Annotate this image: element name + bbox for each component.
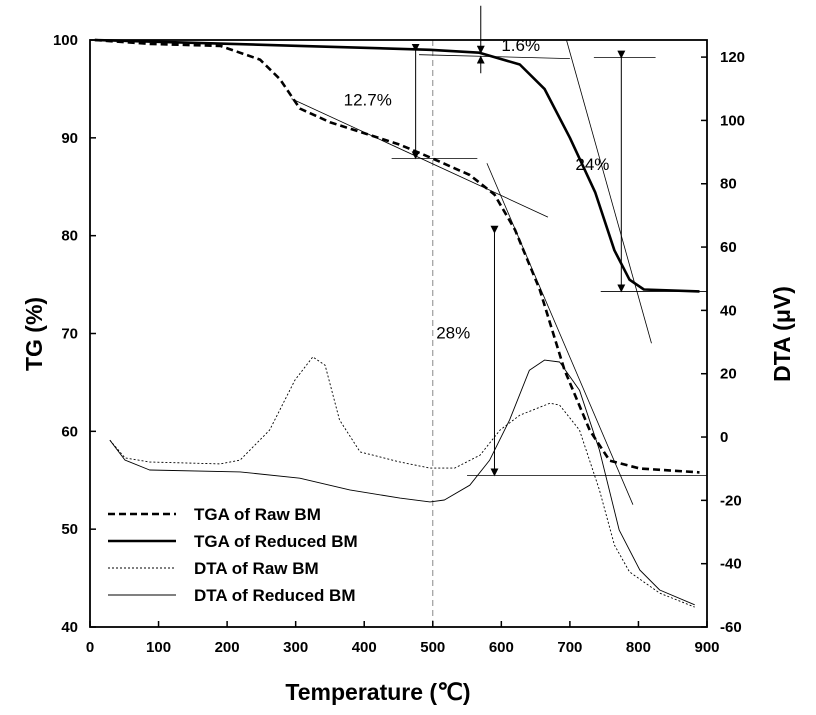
- legend-label: TGA of Reduced BM: [194, 532, 358, 551]
- x-tick-label: 200: [215, 639, 240, 656]
- series-line-3: [109, 359, 695, 606]
- x-tick-label: 600: [489, 639, 514, 656]
- plot-frame: [89, 39, 708, 628]
- legend-label: DTA of Raw BM: [194, 559, 319, 578]
- y2-tick-label: 40: [720, 302, 737, 319]
- y2-tick-label: 80: [720, 176, 737, 193]
- y2-tick-label: 60: [720, 239, 737, 256]
- x-tick-label: 500: [420, 639, 445, 656]
- annotation-label: 28%: [436, 323, 470, 342]
- x-tick-label: 100: [146, 639, 171, 656]
- legend-label: TGA of Raw BM: [194, 505, 321, 524]
- y-tick-label: 90: [61, 130, 78, 147]
- y-axis-label: TG (%): [21, 297, 47, 371]
- legend-label: DTA of Reduced BM: [194, 586, 356, 605]
- y2-tick-label: 0: [720, 429, 728, 446]
- series-group: [94, 38, 700, 608]
- y-tick-label: 40: [61, 619, 78, 636]
- axes: 0 100 200 300 400 500 600 700 800 900405060708090…: [53, 32, 745, 656]
- x-tick-label: 0: [86, 639, 94, 656]
- y-tick-label: 70: [61, 326, 78, 343]
- y-tick-label: 80: [61, 228, 78, 245]
- y2-tick-label: -60: [720, 619, 742, 636]
- x-tick-label: 400: [352, 639, 377, 656]
- x-axis-label: Temperature (℃): [285, 679, 470, 705]
- y2-tick-label: 100: [720, 112, 745, 129]
- y2-tick-label: -20: [720, 492, 742, 509]
- y-tick-label: 50: [61, 521, 78, 538]
- series-line-1: [94, 38, 700, 293]
- y-tick-label: 60: [61, 423, 78, 440]
- annotation-label: 1.6%: [501, 36, 540, 55]
- x-tick-label: 300: [283, 639, 308, 656]
- tangent-line: [566, 39, 652, 344]
- series-line-0: [94, 38, 700, 474]
- y2-tick-label: 120: [720, 49, 745, 66]
- x-tick-label: 800: [626, 639, 651, 656]
- tangent-line: [291, 98, 549, 218]
- y2-tick-label: -40: [720, 556, 742, 573]
- annotation-label: 24%: [575, 155, 609, 174]
- y2-axis-label: DTA (μV): [769, 286, 795, 382]
- x-tick-label: 900: [694, 639, 719, 656]
- construction-lines: [291, 5, 707, 627]
- annotation-label: 12.7%: [344, 91, 392, 110]
- legend: TGA of Raw BM TGA of Reduced BM DTA of Raw…: [108, 505, 358, 605]
- y2-tick-label: 20: [720, 366, 737, 383]
- x-tick-label: 700: [557, 639, 582, 656]
- tangent-line: [486, 163, 634, 505]
- y-tick-label: 100: [53, 32, 78, 49]
